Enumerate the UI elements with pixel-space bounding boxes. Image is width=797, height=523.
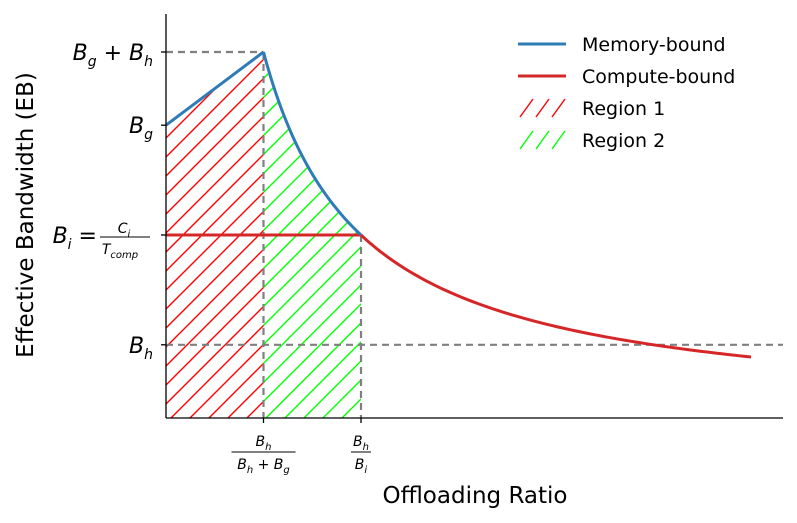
y-tick-label-bi: Bi = — [53, 224, 97, 253]
x-tick-label-num: Bh — [256, 434, 272, 453]
legend: Memory-bound Compute-bound Region 1 Region … — [518, 34, 735, 152]
region-1-legend-swatch — [519, 98, 534, 118]
region-1-legend-label: Region 1 — [582, 98, 665, 120]
memory-bound-line — [165, 50, 363, 237]
region-2-legend-swatch — [551, 130, 566, 150]
x-tick-label-num: Bh — [353, 434, 369, 453]
region-1-legend-swatch — [535, 98, 550, 118]
y-tick-label-frac-num: Ci — [118, 221, 131, 240]
compute-bound-legend-label: Compute-bound — [582, 66, 735, 88]
x-tick-label-den: Bh + Bg — [237, 457, 290, 476]
region-2-legend-label: Region 2 — [582, 130, 665, 152]
region-1-hatch — [166, 52, 264, 418]
region-2-hatch — [263, 52, 361, 418]
x-tick-label-den: Bi — [355, 457, 368, 476]
region-2-legend-swatch — [519, 130, 534, 150]
compute-bound-line — [166, 233, 752, 359]
y-tick-label: Bg + Bh — [73, 41, 153, 70]
y-tick-label: Bg — [129, 114, 153, 143]
region-2-legend-swatch — [535, 130, 550, 150]
y-axis-label: Effective Bandwidth (EB) — [13, 72, 39, 358]
y-tick-label-frac-den: Tcomp — [102, 242, 138, 261]
x-axis-label: Offloading Ratio — [382, 483, 567, 509]
region-1-legend-swatch — [551, 98, 566, 118]
memory-bound-legend-label: Memory-bound — [582, 34, 726, 56]
y-tick-label: Bh — [129, 334, 153, 363]
